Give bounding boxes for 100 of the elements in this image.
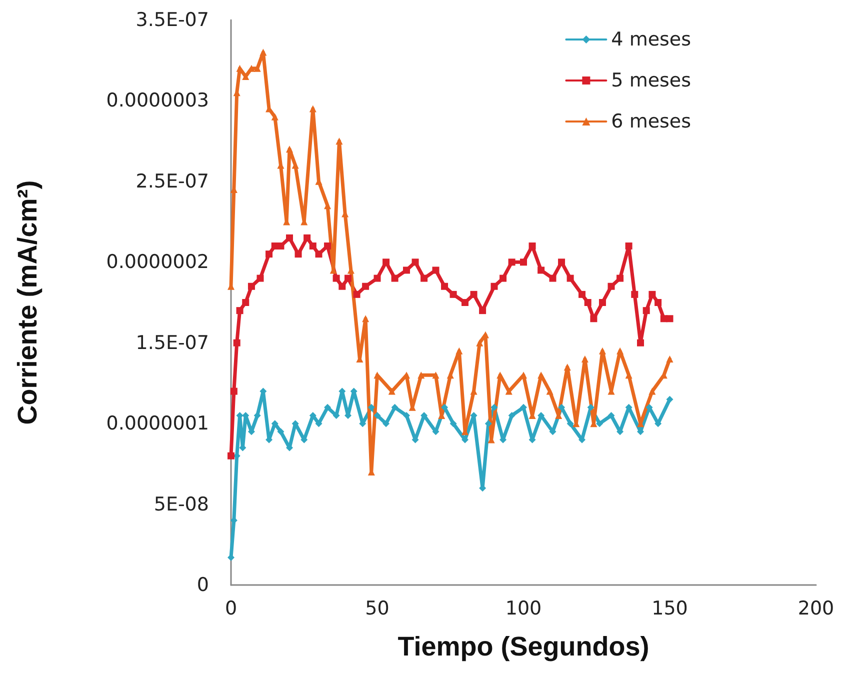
legend-label: 4 meses	[611, 28, 692, 50]
point	[505, 388, 512, 395]
point	[441, 404, 448, 411]
point	[584, 299, 592, 306]
point	[587, 404, 594, 411]
point	[642, 307, 650, 314]
point	[315, 420, 322, 428]
point	[490, 282, 498, 290]
x-tick-label: 50	[365, 598, 390, 620]
point	[412, 258, 419, 266]
point	[418, 372, 425, 379]
point	[233, 339, 240, 346]
point	[456, 347, 463, 354]
y-tick-label: 1.5E-07	[136, 332, 209, 354]
y-tick-label: 0	[196, 574, 209, 596]
point	[490, 404, 498, 411]
point	[566, 274, 574, 282]
point	[666, 356, 674, 362]
point	[538, 266, 545, 274]
point	[558, 258, 566, 266]
point	[564, 364, 571, 371]
point	[230, 388, 238, 395]
point	[344, 274, 352, 282]
point	[625, 242, 632, 250]
x-tick-label: 150	[652, 598, 688, 620]
point	[382, 258, 390, 266]
point	[236, 307, 244, 314]
y-tick-label: 0.0000002	[106, 251, 209, 274]
y-tick-label: 2.5E-07	[136, 170, 209, 192]
y-tick-label: 0.0000001	[106, 412, 209, 435]
point	[374, 412, 381, 419]
point	[462, 299, 468, 306]
y-tick-label: 5E-08	[154, 493, 209, 516]
point	[368, 404, 375, 411]
point	[616, 274, 624, 282]
point	[578, 290, 586, 298]
point	[242, 299, 250, 306]
point	[403, 412, 410, 419]
point	[271, 113, 278, 120]
point	[666, 315, 674, 322]
point	[441, 282, 448, 290]
point	[631, 290, 638, 298]
point	[309, 242, 316, 250]
x-tick-label: 100	[505, 598, 542, 620]
point	[520, 258, 527, 266]
point	[616, 347, 624, 354]
point	[596, 420, 604, 428]
point	[538, 372, 545, 379]
point	[581, 356, 588, 362]
point	[403, 266, 410, 274]
point	[260, 48, 267, 56]
point	[648, 388, 656, 395]
legend-label: 6 meses	[611, 110, 692, 132]
point	[324, 404, 332, 411]
point	[666, 396, 674, 403]
point	[508, 258, 516, 266]
point	[496, 372, 504, 379]
legend-label: 5 meses	[611, 70, 692, 92]
point	[608, 412, 615, 419]
point	[254, 412, 261, 419]
point	[338, 282, 346, 290]
point	[558, 404, 566, 411]
point	[637, 339, 644, 346]
point	[450, 420, 457, 428]
point	[294, 250, 302, 258]
x-axis-title: Tiempo (Segundos)	[398, 632, 650, 662]
point	[590, 315, 598, 322]
point	[374, 274, 381, 282]
point	[549, 274, 556, 282]
point	[248, 282, 255, 290]
point	[309, 105, 316, 112]
point	[648, 290, 656, 298]
point	[476, 339, 484, 346]
point	[598, 347, 606, 354]
x-tick-label: 200	[798, 598, 834, 620]
point	[362, 315, 370, 322]
point	[353, 290, 360, 298]
point	[332, 274, 340, 282]
point	[479, 307, 486, 314]
point	[286, 146, 293, 153]
point	[266, 250, 273, 258]
point	[546, 388, 554, 395]
point	[508, 412, 516, 419]
point	[566, 420, 574, 428]
point	[432, 266, 440, 274]
point	[304, 234, 311, 242]
point	[228, 452, 234, 460]
point	[362, 282, 370, 290]
point	[528, 242, 536, 250]
point	[256, 274, 264, 282]
point	[450, 290, 457, 298]
point	[500, 274, 507, 282]
point	[277, 242, 284, 250]
point	[391, 404, 398, 411]
point	[382, 420, 390, 428]
point	[391, 274, 398, 282]
point	[388, 388, 396, 395]
point	[598, 299, 606, 306]
point	[470, 290, 478, 298]
point	[324, 242, 332, 250]
